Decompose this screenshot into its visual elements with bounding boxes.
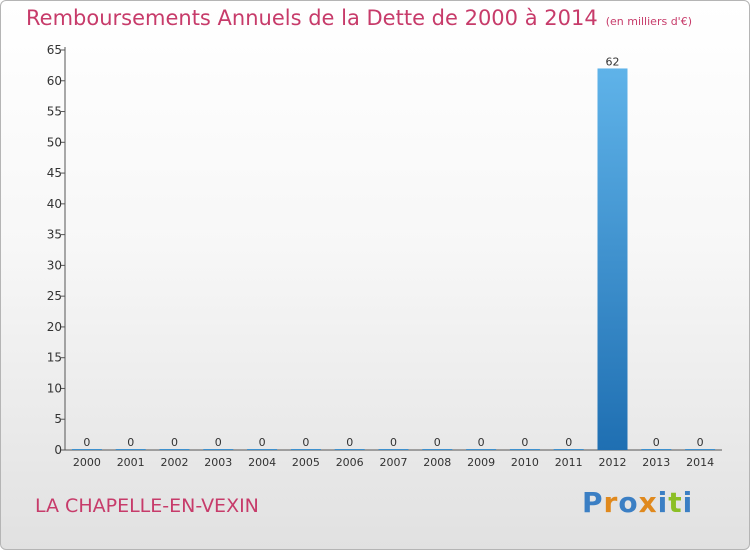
x-tick-label: 2011 — [555, 456, 583, 469]
logo-letter: P — [582, 486, 604, 519]
y-tick-label: 10 — [47, 381, 62, 395]
x-tick-label: 2012 — [599, 456, 627, 469]
x-tick-label: 2008 — [423, 456, 451, 469]
logo-letter: i — [682, 486, 694, 519]
commune-name: LA CHAPELLE-EN-VEXIN — [35, 495, 259, 517]
data-label: 0 — [259, 436, 266, 449]
x-tick-label: 2000 — [73, 456, 101, 469]
x-tick-label: 2007 — [380, 456, 408, 469]
y-tick-label: 5 — [54, 412, 62, 426]
data-label: 0 — [83, 436, 90, 449]
bar — [290, 449, 321, 450]
logo-letter: r — [603, 486, 619, 519]
x-tick-label: 2013 — [642, 456, 670, 469]
y-tick-label: 65 — [47, 43, 62, 57]
y-tick-label: 25 — [47, 289, 62, 303]
bar — [159, 449, 190, 450]
bar — [247, 449, 278, 450]
x-tick-label: 2001 — [117, 456, 145, 469]
data-label: 0 — [434, 436, 441, 449]
y-tick-label: 0 — [54, 443, 62, 457]
y-tick-label: 60 — [47, 74, 62, 88]
x-tick-label: 2005 — [292, 456, 320, 469]
data-label: 0 — [697, 436, 704, 449]
bar — [685, 449, 716, 450]
y-tick-label: 15 — [47, 351, 62, 365]
y-tick-label: 40 — [47, 197, 62, 211]
data-label: 0 — [302, 436, 309, 449]
chart-title: Remboursements Annuels de la Dette de 20… — [26, 6, 692, 30]
logo-letter: x — [638, 486, 658, 519]
bar — [203, 449, 234, 450]
logo-letter: o — [618, 486, 639, 519]
data-label: 0 — [346, 436, 353, 449]
chart-unit: (en milliers d'€) — [605, 15, 692, 28]
data-label: 0 — [565, 436, 572, 449]
x-tick-label: 2014 — [686, 456, 714, 469]
bar — [597, 68, 628, 450]
data-label: 0 — [127, 436, 134, 449]
bar — [553, 449, 584, 450]
bar — [422, 449, 453, 450]
data-label: 0 — [478, 436, 485, 449]
bar — [334, 449, 365, 450]
x-tick-label: 2010 — [511, 456, 539, 469]
bar — [509, 449, 540, 450]
proxiti-logo: Proxiti — [582, 486, 693, 519]
x-tick-label: 2006 — [336, 456, 364, 469]
y-tick-label: 35 — [47, 228, 62, 242]
x-tick-label: 2002 — [161, 456, 189, 469]
logo-letter: i — [657, 486, 669, 519]
x-tick-label: 2004 — [248, 456, 276, 469]
data-label: 0 — [521, 436, 528, 449]
y-tick-label: 55 — [47, 105, 62, 119]
bar — [115, 449, 146, 450]
logo-letter: t — [668, 486, 683, 519]
data-label: 0 — [390, 436, 397, 449]
bar — [466, 449, 497, 450]
chart-title-text: Remboursements Annuels de la Dette de 20… — [26, 6, 598, 30]
x-tick-label: 2009 — [467, 456, 495, 469]
data-label: 0 — [215, 436, 222, 449]
y-tick-label: 45 — [47, 166, 62, 180]
data-label: 62 — [606, 55, 620, 68]
bar — [378, 449, 409, 450]
x-tick-label: 2003 — [204, 456, 232, 469]
bar — [641, 449, 672, 450]
data-label: 0 — [653, 436, 660, 449]
data-label: 0 — [171, 436, 178, 449]
y-tick-label: 20 — [47, 320, 62, 334]
y-tick-label: 30 — [47, 258, 62, 272]
bar — [71, 449, 102, 450]
y-tick-label: 50 — [47, 135, 62, 149]
